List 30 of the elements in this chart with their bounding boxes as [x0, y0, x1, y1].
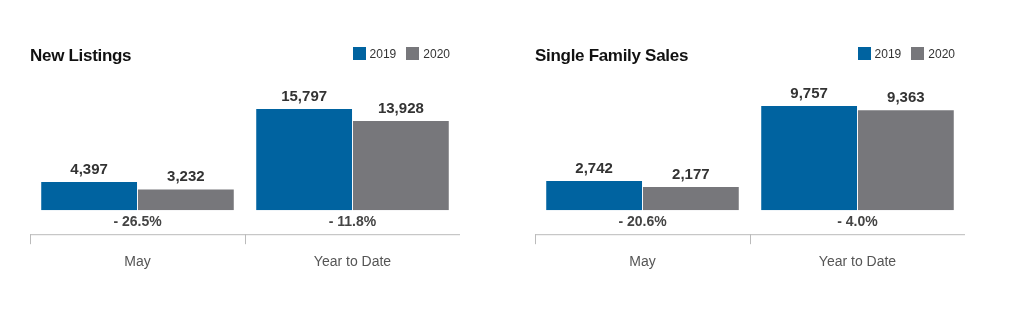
data-label: 4,397	[70, 159, 108, 177]
legend-label: 2020	[422, 47, 450, 61]
data-label: 2,742	[575, 158, 613, 176]
legend-label: 2019	[368, 47, 397, 61]
data-label: 13,928	[377, 98, 424, 116]
data-label: 2,177	[672, 164, 710, 182]
x-tick-label: Year to Date	[818, 253, 897, 270]
data-label: 9,363	[887, 87, 925, 105]
bar	[41, 182, 138, 211]
data-label: 3,232	[167, 167, 205, 185]
legend-label: 2019	[873, 47, 902, 61]
text: - 4.0%	[837, 213, 879, 230]
chart-title: New Listings	[30, 46, 132, 66]
data-label: 9,757	[790, 83, 828, 101]
bar	[352, 120, 449, 211]
bar	[761, 105, 858, 211]
text: - 11.8%	[328, 213, 377, 230]
x-tick-label: May	[629, 253, 656, 270]
bar	[546, 180, 643, 211]
bar	[642, 186, 739, 211]
chart-title: Single Family Sales	[535, 46, 689, 66]
legend-label: 2020	[927, 47, 955, 61]
x-tick-label: May	[124, 253, 151, 270]
text: - 20.6%	[618, 213, 668, 230]
bar	[137, 189, 234, 211]
x-tick-label: Year to Date	[313, 253, 392, 270]
data-label: 15,797	[281, 86, 328, 104]
text: - 26.5%	[113, 213, 163, 230]
bar	[857, 110, 954, 211]
bar	[256, 108, 353, 211]
